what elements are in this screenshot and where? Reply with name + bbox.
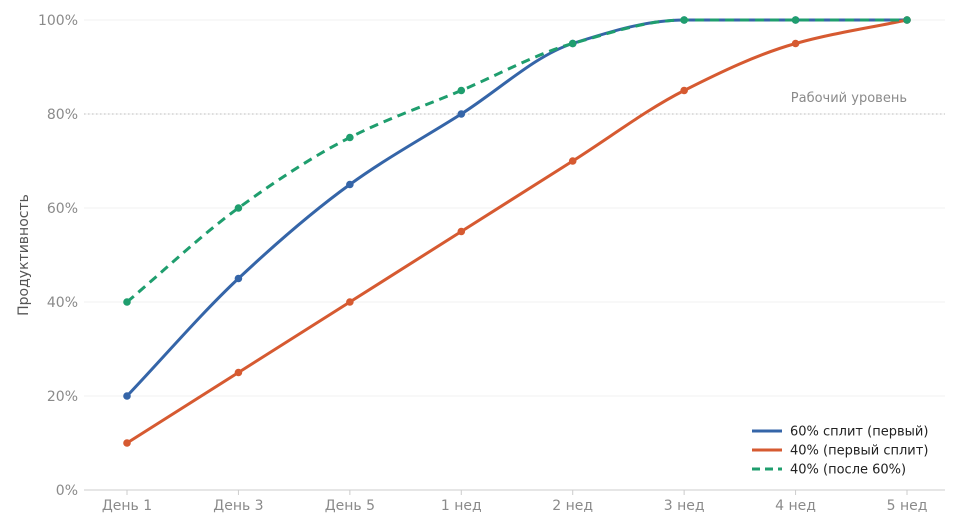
legend: 60% сплит (первый) 40% (первый сплит) 40% … [752, 425, 928, 478]
data-point [680, 86, 688, 95]
y-tick-label: 80% [47, 107, 78, 123]
x-tick-labels: День 1 День 3 День 5 1 нед 2 нед 3 нед 4 нед 5 … [102, 490, 928, 514]
data-point [123, 392, 131, 400]
legend-label: 40% (первый сплит) [790, 444, 928, 459]
data-point [234, 368, 243, 377]
x-tick-label: 3 нед [664, 498, 705, 514]
x-tick-label: 4 нед [775, 498, 816, 514]
data-point [568, 39, 577, 48]
data-point [680, 16, 688, 24]
data-point [346, 298, 354, 306]
y-tick-label: 60% [47, 201, 78, 217]
x-tick-label: День 1 [102, 498, 152, 514]
reference-line-group: Рабочий уровень [84, 91, 945, 115]
legend-label: 40% (после 60%) [790, 463, 906, 478]
data-point [791, 39, 800, 48]
x-tick-label: 5 нед [887, 498, 928, 514]
x-tick-label: 1 нед [441, 498, 482, 514]
data-point [123, 439, 131, 447]
x-tick-label: День 3 [213, 498, 263, 514]
y-axis-title: Продуктивность [16, 194, 32, 316]
series-line [125, 18, 909, 445]
series-line [126, 18, 907, 304]
x-tick-label: День 5 [325, 498, 375, 514]
data-point [123, 298, 131, 306]
data-point [457, 86, 466, 95]
y-tick-label: 100% [38, 13, 78, 29]
data-point [234, 204, 243, 212]
y-tick-label: 20% [47, 389, 78, 405]
data-point [903, 16, 911, 24]
series-group [123, 16, 911, 306]
data-point [568, 157, 577, 165]
x-tick-label: 2 нед [552, 498, 593, 514]
data-point [346, 133, 354, 142]
series-lines [123, 16, 911, 447]
data-point [346, 180, 354, 189]
y-tick-label: 40% [47, 295, 78, 311]
legend-label: 60% сплит (первый) [790, 425, 928, 440]
data-point [234, 274, 243, 283]
reference-line-label: Рабочий уровень [791, 91, 907, 106]
y-tick-label: 0% [56, 483, 78, 499]
data-point [457, 110, 466, 118]
series-group [123, 16, 911, 447]
data-point [457, 227, 466, 236]
y-tick-labels: 0% 20% 40% 60% 80% 100% [38, 13, 78, 499]
data-point [791, 16, 800, 24]
